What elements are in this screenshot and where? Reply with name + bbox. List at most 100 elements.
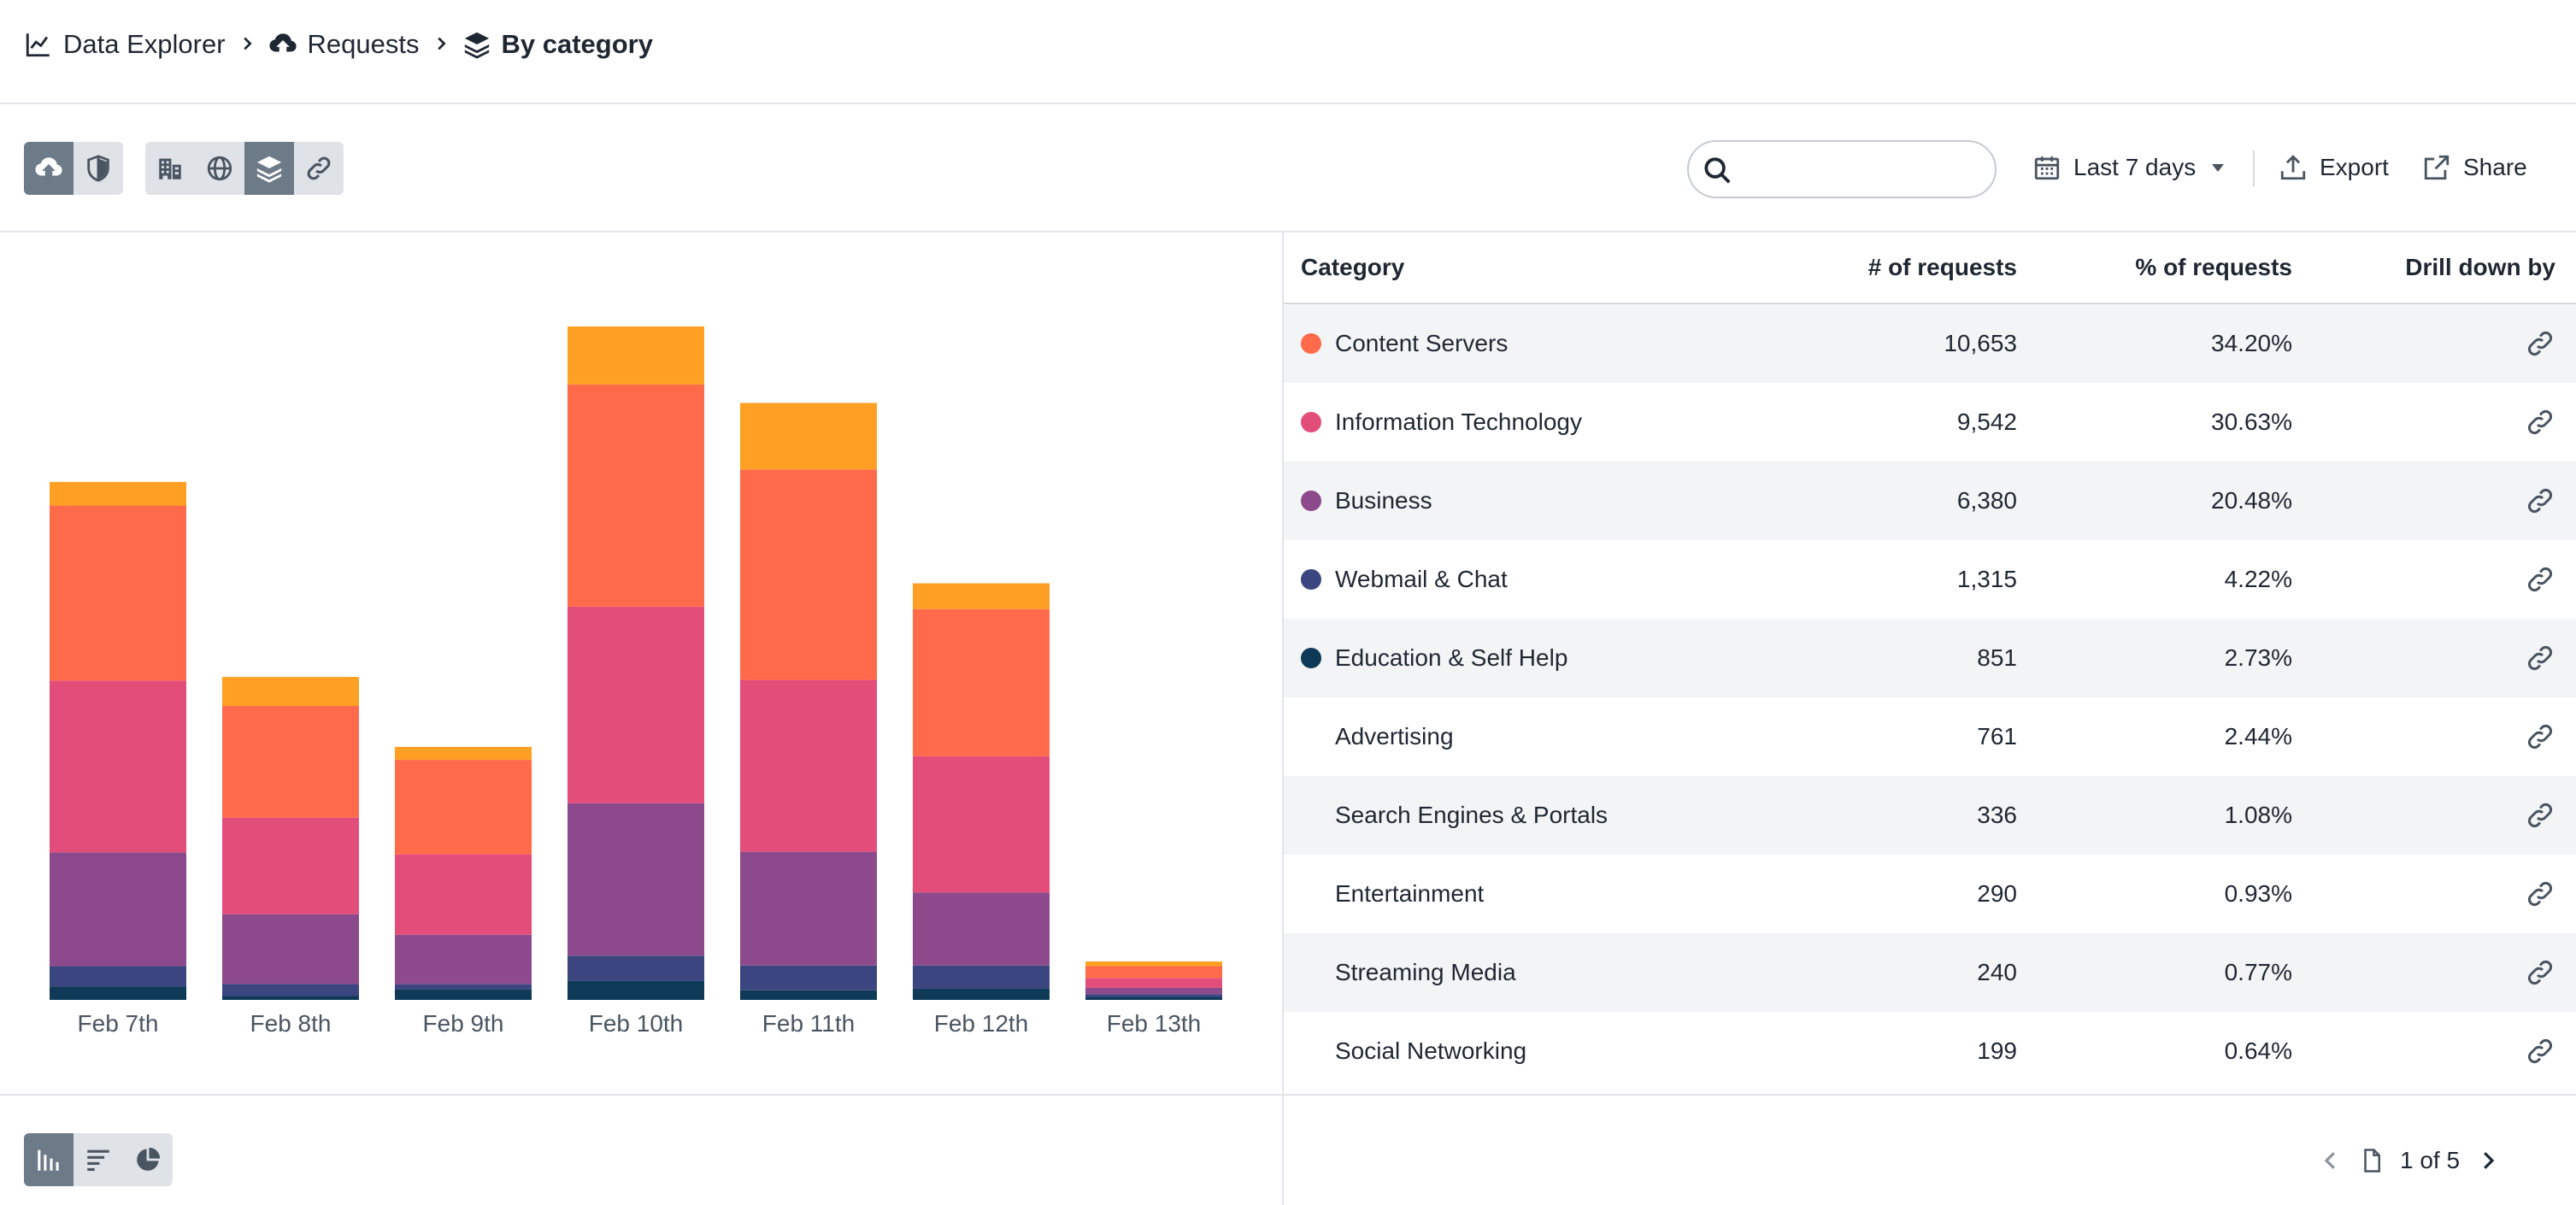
date-range-select[interactable]: Last 7 days [2032, 147, 2228, 188]
table-row[interactable]: Webmail & Chat 1,315 4.22% [1284, 540, 2576, 619]
table-row[interactable]: Information Technology 9,542 30.63% [1284, 383, 2576, 461]
share-label: Share [2463, 154, 2527, 180]
bar-segment[interactable] [50, 481, 186, 506]
bar-segment[interactable] [50, 505, 186, 681]
drill-down-link[interactable] [2525, 485, 2555, 516]
bar-segment[interactable] [1085, 966, 1222, 979]
column-header-percent[interactable]: % of requests [2135, 254, 2292, 280]
bar-segment[interactable] [568, 980, 704, 1000]
bar-segment[interactable] [222, 984, 359, 996]
bar-segment[interactable] [222, 817, 359, 914]
bar-segment[interactable] [568, 384, 704, 607]
bar-segment[interactable] [395, 989, 532, 1000]
bar-segment[interactable] [740, 851, 877, 966]
table-row[interactable]: Business 6,380 20.48% [1284, 461, 2576, 540]
table-row[interactable]: Search Engines & Portals 336 1.08% [1284, 776, 2576, 855]
bar-segment[interactable] [50, 986, 186, 1000]
bar-segment[interactable] [1085, 978, 1222, 988]
search-input[interactable] [1742, 150, 1981, 188]
drill-down-link[interactable] [2525, 879, 2555, 909]
search-field[interactable] [1687, 140, 1997, 198]
drill-down-link[interactable] [2525, 957, 2555, 988]
bar-segment[interactable] [50, 966, 186, 987]
bar-segment[interactable] [50, 680, 186, 853]
bar-segment[interactable] [568, 606, 704, 803]
category-cell: Social Networking [1301, 1037, 1526, 1065]
drill-down-link[interactable] [2525, 643, 2555, 673]
bar-segment[interactable] [913, 583, 1050, 609]
bar-segment[interactable] [395, 760, 532, 855]
category-label: Information Technology [1335, 409, 1582, 435]
drill-down-link[interactable] [2525, 564, 2555, 595]
dot-spacer [1301, 962, 1321, 983]
table-row[interactable]: Education & Self Help 851 2.73% [1284, 619, 2576, 697]
drill-down-link[interactable] [2525, 1036, 2555, 1067]
pie-chart-view-button[interactable] [123, 1133, 173, 1186]
table-row[interactable]: Content Servers 10,653 34.20% [1284, 304, 2576, 383]
bar-segment[interactable] [913, 608, 1050, 756]
bar-segment[interactable] [568, 326, 704, 385]
bar-segment[interactable] [913, 988, 1050, 1000]
horizontal-bar-view-button[interactable] [74, 1133, 123, 1186]
bar-segment[interactable] [395, 746, 532, 761]
breadcrumb-item-requests[interactable]: Requests [268, 29, 420, 60]
location-button[interactable] [195, 142, 244, 195]
bar-segment[interactable] [740, 965, 877, 990]
link-icon [2528, 961, 2552, 985]
link-icon [2528, 725, 2552, 749]
bar-segment[interactable] [913, 892, 1050, 966]
dot-spacer [1301, 884, 1321, 904]
bar-segment[interactable] [568, 955, 704, 981]
bar-chart-view-button[interactable] [24, 1133, 74, 1186]
bar-segment[interactable] [1085, 987, 1222, 995]
bar-segment[interactable] [222, 706, 359, 818]
bar-segment[interactable] [222, 677, 359, 707]
bar-segment[interactable] [395, 934, 532, 985]
drill-down-link[interactable] [2525, 328, 2555, 359]
table-row[interactable]: Social Networking 199 0.64% [1284, 1012, 2576, 1090]
blocked-requests-button[interactable] [74, 142, 123, 195]
bar-segment[interactable] [740, 403, 877, 470]
category-label: Social Networking [1335, 1037, 1527, 1064]
organization-button[interactable] [145, 142, 195, 195]
requests-cell: 6,380 [1956, 487, 2017, 514]
column-header-requests[interactable]: # of requests [1867, 254, 2017, 280]
bar-segment[interactable] [1085, 996, 1222, 1000]
bar-segment[interactable] [222, 996, 359, 1000]
bar-segment[interactable] [222, 914, 359, 985]
table-row[interactable]: Streaming Media 240 0.77% [1284, 933, 2576, 1012]
bar-segment[interactable] [395, 854, 532, 935]
table-row[interactable]: Advertising 761 2.44% [1284, 697, 2576, 776]
table-row[interactable]: Entertainment 290 0.93% [1284, 855, 2576, 933]
bar-segment[interactable] [740, 469, 877, 680]
category-cell: Webmail & Chat [1301, 566, 1508, 593]
category-cell: Streaming Media [1301, 959, 1516, 986]
chevron-left-icon[interactable] [2318, 1148, 2344, 1173]
requests-cell: 761 [1977, 723, 2017, 749]
bar-segment[interactable] [568, 802, 704, 956]
drill-down-link[interactable] [2525, 800, 2555, 831]
share-button[interactable]: Share [2422, 147, 2527, 188]
bar-segment[interactable] [395, 984, 532, 990]
column-header-category[interactable]: Category [1301, 254, 1405, 280]
breadcrumb-item-data-explorer[interactable]: Data Explorer [24, 29, 226, 60]
drill-down-link[interactable] [2525, 721, 2555, 752]
bar-segment[interactable] [740, 679, 877, 852]
drill-down-link[interactable] [2525, 407, 2555, 438]
bar-segment[interactable] [913, 755, 1050, 893]
bar-segment[interactable] [740, 990, 877, 1000]
category-cell: Search Engines & Portals [1301, 802, 1608, 829]
bar-segment[interactable] [1085, 961, 1222, 967]
domain-button[interactable] [294, 142, 344, 195]
export-button[interactable]: Export [2279, 147, 2389, 188]
category-cell: Education & Self Help [1301, 644, 1567, 672]
link-icon [2528, 882, 2552, 906]
chevron-right-icon[interactable] [2475, 1148, 2501, 1173]
category-label: Webmail & Chat [1335, 566, 1508, 592]
bar-segment[interactable] [913, 965, 1050, 989]
breadcrumb-item-by-category: By category [462, 29, 653, 60]
bar-segment[interactable] [50, 852, 186, 967]
bar-segment[interactable] [1085, 994, 1222, 997]
allowed-requests-button[interactable] [24, 142, 74, 195]
category-button[interactable] [244, 142, 294, 195]
